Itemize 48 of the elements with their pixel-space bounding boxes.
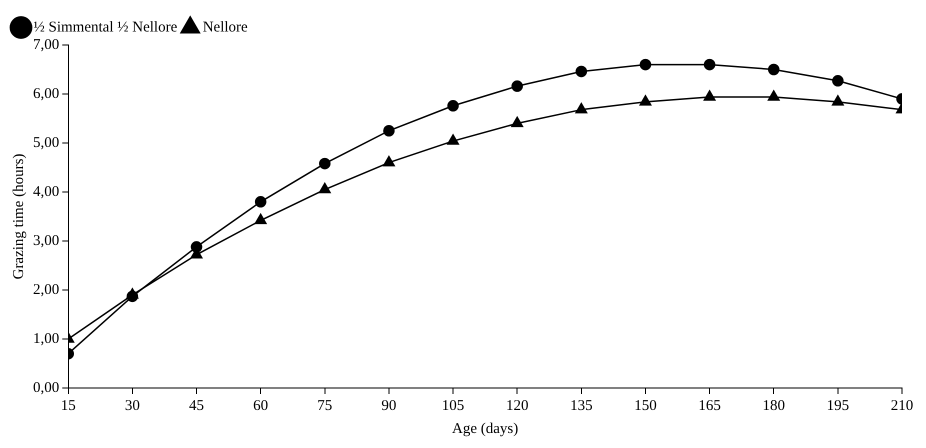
x-tick-label: 90: [381, 398, 396, 414]
y-axis-title: Grazing time (hours): [10, 154, 27, 280]
x-tick-label: 180: [762, 398, 785, 414]
x-tick-label: 210: [890, 398, 914, 414]
point: [576, 66, 588, 78]
y-tick-label: 6,00: [33, 86, 60, 102]
point: [511, 80, 523, 92]
point: [254, 214, 267, 224]
point: [254, 196, 266, 208]
point: [575, 102, 588, 114]
x-axis-title: Age (days): [452, 420, 518, 437]
x-tick-label: 15: [60, 398, 76, 414]
legend-label: Nellore: [202, 19, 248, 36]
x-tick-label: 105: [442, 398, 464, 414]
x-tick-label: 30: [124, 398, 140, 414]
y-tick-label: 3,00: [33, 232, 60, 249]
point: [126, 290, 138, 302]
x-tick-label: 120: [506, 398, 528, 414]
x-tick-label: 150: [634, 398, 657, 414]
point: [511, 116, 524, 128]
x-tick-label: 195: [826, 398, 850, 414]
point: [768, 64, 780, 76]
y-tick-label: 5,00: [33, 134, 60, 151]
point: [383, 125, 395, 136]
point: [447, 100, 459, 112]
point: [318, 182, 331, 194]
point: [704, 90, 716, 101]
point: [832, 95, 844, 106]
y-tick-label: 0,00: [33, 380, 60, 396]
point: [768, 90, 780, 101]
point: [319, 158, 331, 170]
point: [640, 95, 652, 106]
x-tick-label: 135: [570, 398, 593, 414]
point: [704, 58, 716, 70]
point: [640, 58, 652, 70]
point: [447, 134, 460, 145]
x-tick-label: 165: [698, 398, 721, 414]
point: [190, 241, 202, 253]
legend-label: ½ Simmental ½ Nellore: [34, 19, 178, 36]
x-tick-label: 60: [253, 398, 268, 414]
y-tick-label: 7,00: [33, 36, 60, 53]
x-tick-label: 45: [189, 398, 204, 414]
point: [382, 156, 395, 166]
point: [832, 75, 844, 87]
y-tick-label: 1,00: [33, 330, 60, 347]
x-tick-label: 75: [317, 398, 332, 414]
y-tick-label: 4,00: [33, 184, 60, 200]
y-tick-label: 2,00: [33, 282, 60, 298]
